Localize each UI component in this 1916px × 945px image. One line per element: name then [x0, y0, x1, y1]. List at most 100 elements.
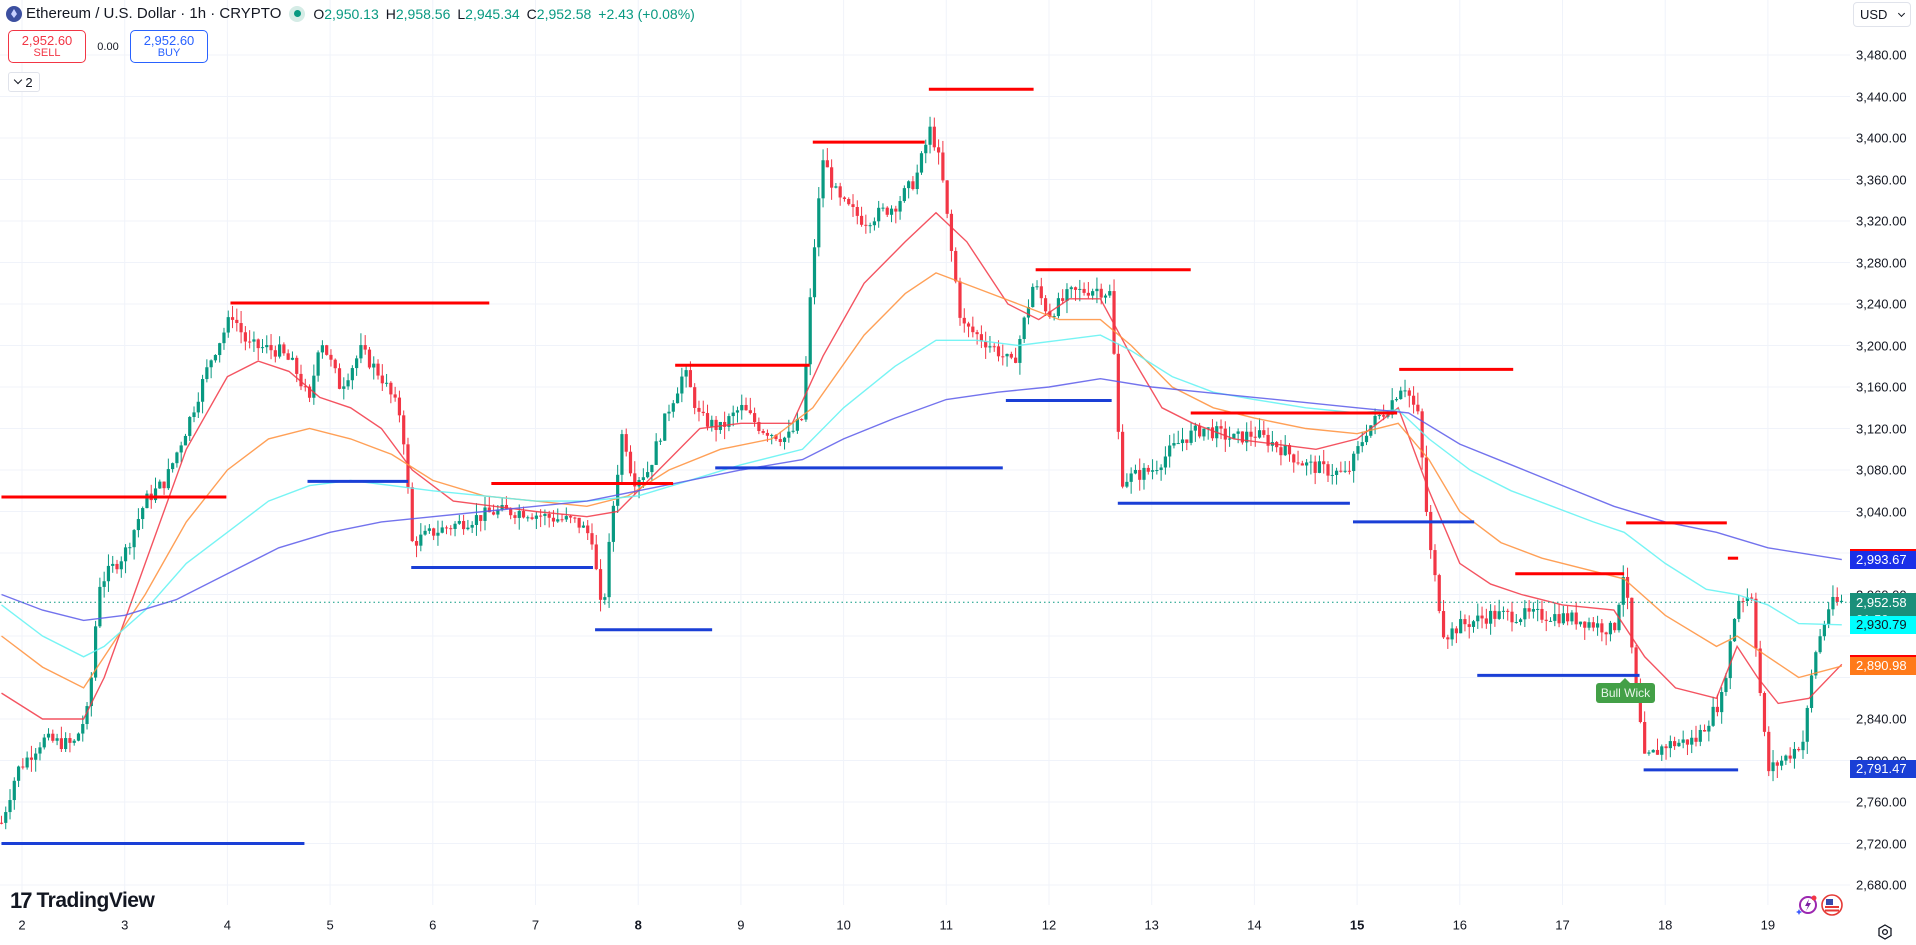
- candle-up: [1814, 652, 1818, 676]
- market-status-icon[interactable]: [289, 5, 306, 22]
- candle-down: [248, 341, 252, 343]
- candle-up: [1129, 473, 1133, 482]
- candle-up: [1450, 628, 1454, 640]
- candle-up: [1052, 316, 1056, 318]
- time-axis-label: 8: [634, 917, 642, 933]
- candle-up: [1236, 431, 1240, 434]
- candle-down: [1566, 613, 1570, 622]
- candle-up: [1724, 678, 1728, 693]
- us-flag-icon[interactable]: [1821, 894, 1843, 916]
- symbol-title[interactable]: Ethereum / U.S. Dollar · 1h · CRYPTO: [26, 5, 282, 22]
- candle-up: [226, 317, 230, 333]
- candle-down: [256, 339, 260, 349]
- candle-down: [376, 363, 380, 376]
- candle-up: [1180, 439, 1185, 444]
- candle-up: [1518, 619, 1523, 622]
- candle-up: [1698, 729, 1702, 742]
- bull-wick-label[interactable]: Bull Wick: [1596, 678, 1655, 703]
- candle-down: [1758, 648, 1762, 694]
- candle-up: [1553, 614, 1557, 621]
- candle-down: [1073, 287, 1078, 290]
- candle-down: [1001, 356, 1005, 358]
- candle-down: [688, 370, 693, 388]
- candle-down: [1296, 462, 1300, 464]
- candle-down: [1797, 748, 1801, 751]
- candle-up: [881, 207, 885, 209]
- candle-up: [1390, 400, 1394, 415]
- indicators-toggle-button[interactable]: 2: [8, 72, 40, 92]
- sell-button[interactable]: 2,952.60 SELL: [8, 30, 86, 63]
- candle-down: [286, 353, 290, 360]
- candle-up: [496, 509, 500, 515]
- price-tag: 2,791.47: [1850, 760, 1916, 779]
- candle-up: [423, 530, 427, 535]
- candle-up: [106, 565, 111, 582]
- candle-down: [744, 404, 748, 411]
- candle-up: [1707, 725, 1711, 732]
- candle-down: [1061, 298, 1065, 301]
- candle-up: [34, 753, 38, 760]
- candle-down: [1638, 686, 1642, 723]
- tradingview-logo[interactable]: 17 TradingView: [10, 888, 155, 914]
- candle-up: [350, 368, 354, 381]
- buy-button[interactable]: 2,952.60 BUY: [130, 30, 208, 63]
- candle-up: [1227, 438, 1232, 440]
- candle-down: [491, 512, 496, 515]
- candle-down: [551, 517, 556, 522]
- candle-down: [693, 387, 697, 408]
- candle-up: [1745, 597, 1749, 601]
- candle-up: [466, 527, 470, 530]
- candle-up: [1792, 748, 1797, 759]
- candle-down: [1767, 731, 1771, 772]
- candle-up: [1065, 289, 1069, 301]
- candle-down: [1185, 439, 1189, 443]
- candle-down: [1014, 357, 1018, 363]
- candle-down: [1540, 608, 1544, 620]
- candle-up: [1497, 611, 1501, 619]
- candle-up: [145, 493, 149, 509]
- candle-down: [954, 250, 958, 282]
- candle-down: [337, 368, 342, 389]
- candle-up: [1330, 474, 1334, 476]
- price-axis-label: 3,280.00: [1856, 255, 1907, 270]
- candle-down: [590, 533, 594, 545]
- candle-up: [1031, 286, 1035, 308]
- candle-up: [556, 519, 560, 522]
- candle-down: [864, 224, 868, 226]
- candle-up: [158, 481, 162, 489]
- candle-down: [479, 515, 483, 521]
- candle-down: [1262, 430, 1266, 435]
- price-axis-label: 2,760.00: [1856, 794, 1907, 810]
- candle-down: [1506, 610, 1510, 612]
- candle-down: [1240, 431, 1245, 443]
- lightning-alert-icon[interactable]: [1796, 894, 1818, 916]
- candle-up: [1189, 430, 1193, 443]
- candle-down: [162, 481, 166, 489]
- sell-price: 2,952.60: [21, 32, 73, 48]
- candle-down: [363, 345, 367, 350]
- candle-up: [1578, 621, 1583, 625]
- candle-up: [868, 225, 872, 227]
- candle-up: [1587, 622, 1591, 628]
- time-axis-label: 2: [18, 917, 26, 933]
- currency-select[interactable]: USD: [1853, 2, 1911, 27]
- candle-up: [153, 488, 158, 501]
- tradingview-wordmark: TradingView: [36, 889, 155, 912]
- settings-gear-icon[interactable]: [1876, 923, 1894, 941]
- candle-down: [594, 544, 598, 570]
- candle-down: [800, 419, 804, 421]
- candle-up: [611, 505, 615, 542]
- candle-up: [222, 332, 226, 344]
- price-axis-label: 3,080.00: [1856, 462, 1907, 478]
- candle-down: [1788, 755, 1792, 759]
- candle-down: [847, 199, 851, 205]
- candle-down: [1630, 597, 1634, 648]
- candle-up: [25, 757, 29, 768]
- candle-up: [1026, 307, 1031, 318]
- candle-down: [577, 517, 581, 528]
- candle-down: [1600, 623, 1604, 633]
- candle-up: [1548, 620, 1553, 622]
- candle-up: [265, 345, 269, 348]
- candle-up: [1681, 739, 1685, 743]
